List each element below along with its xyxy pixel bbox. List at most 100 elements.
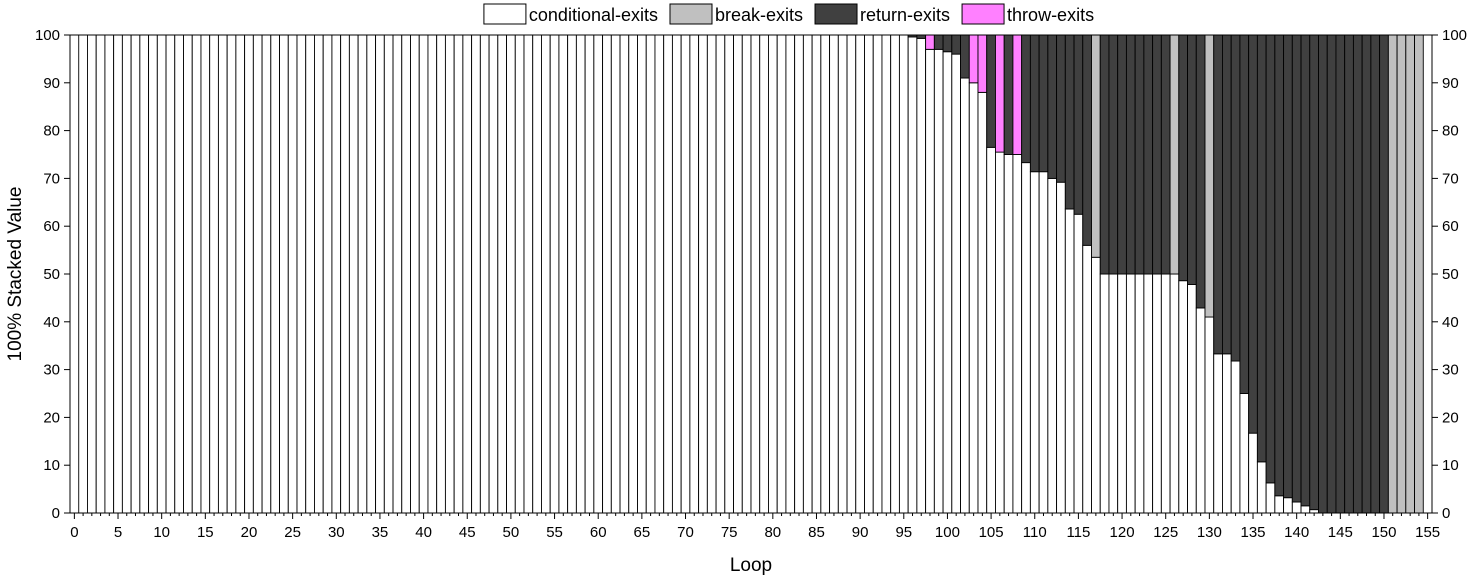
bar-conditional-exits-14 bbox=[191, 34, 202, 514]
bar-break-exits-151 bbox=[1387, 34, 1398, 514]
bar-conditional-exits-99 bbox=[933, 48, 944, 514]
bar-conditional-exits-62 bbox=[610, 34, 621, 514]
bar-conditional-exits-71 bbox=[689, 34, 700, 514]
bar-conditional-exits-85 bbox=[811, 34, 822, 514]
x-tick-label-130: 130 bbox=[1197, 524, 1222, 541]
bar-conditional-exits-15 bbox=[200, 34, 211, 514]
bar-conditional-exits-129 bbox=[1195, 307, 1206, 514]
bar-return-exits-137 bbox=[1265, 34, 1276, 484]
left-y-axis: 0 10 20 30 40 50 60 70 80 90 100 bbox=[35, 27, 70, 522]
bar-conditional-exits-50 bbox=[506, 34, 516, 514]
x-tick-label-150: 150 bbox=[1371, 524, 1396, 541]
bar-conditional-exits-38 bbox=[401, 34, 411, 514]
bar-conditional-exits-104 bbox=[977, 91, 988, 514]
bar-conditional-exits-121 bbox=[1125, 273, 1136, 514]
bar-return-exits-132 bbox=[1222, 34, 1232, 355]
bar-conditional-exits-64 bbox=[628, 34, 638, 514]
x-tick-label-105: 105 bbox=[979, 524, 1004, 541]
bar-conditional-exits-108 bbox=[1012, 154, 1023, 514]
bar-conditional-exits-132 bbox=[1222, 353, 1232, 514]
bar-conditional-exits-115 bbox=[1073, 213, 1084, 514]
bar-return-exits-115 bbox=[1073, 34, 1084, 215]
bar-conditional-exits-69 bbox=[671, 34, 682, 514]
x-tick-label-80: 80 bbox=[764, 524, 781, 541]
bar-conditional-exits-37 bbox=[392, 34, 403, 514]
bar-conditional-exits-21 bbox=[252, 34, 263, 514]
bar-return-exits-122 bbox=[1134, 34, 1145, 275]
bar-return-exits-144 bbox=[1326, 34, 1337, 514]
bar-conditional-exits-97 bbox=[916, 37, 927, 514]
bar-break-exits-130 bbox=[1204, 34, 1215, 318]
bar-conditional-exits-31 bbox=[340, 34, 350, 514]
bar-return-exits-138 bbox=[1274, 34, 1285, 497]
bar-conditional-exits-42 bbox=[436, 34, 446, 514]
bar-conditional-exits-63 bbox=[619, 34, 630, 514]
bar-conditional-exits-7 bbox=[130, 34, 141, 514]
y-tick-label-right-60: 60 bbox=[1442, 218, 1459, 235]
bar-conditional-exits-61 bbox=[602, 34, 612, 514]
bar-conditional-exits-123 bbox=[1143, 273, 1154, 514]
bar-conditional-exits-28 bbox=[314, 34, 324, 514]
bar-throw-exits-103 bbox=[968, 34, 979, 84]
bar-break-exits-117 bbox=[1091, 34, 1101, 258]
y-tick-label-left-30: 30 bbox=[43, 362, 60, 379]
legend-swatch-break-exits bbox=[669, 3, 713, 25]
x-tick-label-35: 35 bbox=[372, 524, 389, 541]
bar-return-exits-124 bbox=[1152, 34, 1162, 275]
bar-return-exits-150 bbox=[1379, 34, 1389, 514]
bar-conditional-exits-131 bbox=[1213, 353, 1223, 514]
y-tick-label-left-0: 0 bbox=[52, 505, 60, 522]
y-tick-label-right-20: 20 bbox=[1442, 409, 1459, 426]
x-tick-label-140: 140 bbox=[1284, 524, 1309, 541]
bar-break-exits-153 bbox=[1405, 34, 1415, 514]
bar-return-exits-136 bbox=[1256, 34, 1267, 463]
bar-conditional-exits-124 bbox=[1152, 273, 1162, 514]
x-tick-label-110: 110 bbox=[1023, 524, 1047, 541]
bar-conditional-exits-72 bbox=[698, 34, 708, 514]
bar-conditional-exits-137 bbox=[1265, 482, 1276, 514]
right-y-axis: 0 10 20 30 40 50 60 70 80 90 100 bbox=[1432, 27, 1467, 522]
bar-conditional-exits-78 bbox=[750, 34, 761, 514]
bar-conditional-exits-77 bbox=[741, 34, 752, 514]
bar-return-exits-148 bbox=[1361, 34, 1372, 514]
y-tick-label-right-70: 70 bbox=[1442, 170, 1459, 187]
bar-return-exits-128 bbox=[1187, 34, 1197, 285]
y-tick-label-right-50: 50 bbox=[1442, 266, 1459, 283]
bar-throw-exits-106 bbox=[995, 34, 1005, 153]
x-tick-label-10: 10 bbox=[153, 524, 170, 541]
bar-conditional-exits-46 bbox=[471, 34, 481, 514]
bar-return-exits-142 bbox=[1309, 34, 1319, 511]
bar-return-exits-145 bbox=[1335, 34, 1346, 514]
bar-return-exits-111 bbox=[1038, 34, 1049, 173]
bar-conditional-exits-2 bbox=[87, 34, 97, 514]
y-tick-label-left-80: 80 bbox=[43, 123, 60, 140]
bar-return-exits-99 bbox=[933, 34, 944, 50]
y-tick-label-left-60: 60 bbox=[43, 218, 60, 235]
bar-conditional-exits-43 bbox=[444, 34, 455, 514]
bar-break-exits-154 bbox=[1414, 34, 1424, 514]
bar-return-exits-116 bbox=[1082, 34, 1092, 246]
bar-conditional-exits-76 bbox=[733, 34, 743, 514]
bar-conditional-exits-54 bbox=[541, 34, 551, 514]
bar-conditional-exits-80 bbox=[768, 34, 778, 514]
x-tick-label-60: 60 bbox=[590, 524, 607, 541]
y-tick-label-right-10: 10 bbox=[1442, 457, 1459, 474]
bar-conditional-exits-79 bbox=[759, 34, 769, 514]
bar-return-exits-118 bbox=[1099, 34, 1110, 275]
y-tick-label-right-100: 100 bbox=[1442, 27, 1467, 44]
legend-swatch-return-exits bbox=[814, 3, 858, 25]
bar-return-exits-131 bbox=[1213, 34, 1223, 355]
legend-label-conditional-exits: conditional-exits bbox=[529, 5, 658, 25]
bar-conditional-exits-27 bbox=[305, 34, 315, 514]
y-tick-label-left-40: 40 bbox=[43, 314, 60, 331]
bar-conditional-exits-53 bbox=[532, 34, 542, 514]
bar-conditional-exits-3 bbox=[95, 34, 106, 514]
x-tick-label-85: 85 bbox=[808, 524, 825, 541]
legend-label-return-exits: return-exits bbox=[860, 5, 950, 25]
bar-conditional-exits-89 bbox=[846, 34, 857, 514]
x-tick-label-5: 5 bbox=[114, 524, 122, 541]
bar-conditional-exits-19 bbox=[235, 34, 246, 514]
bar-conditional-exits-60 bbox=[593, 34, 604, 514]
bar-return-exits-110 bbox=[1029, 34, 1040, 173]
